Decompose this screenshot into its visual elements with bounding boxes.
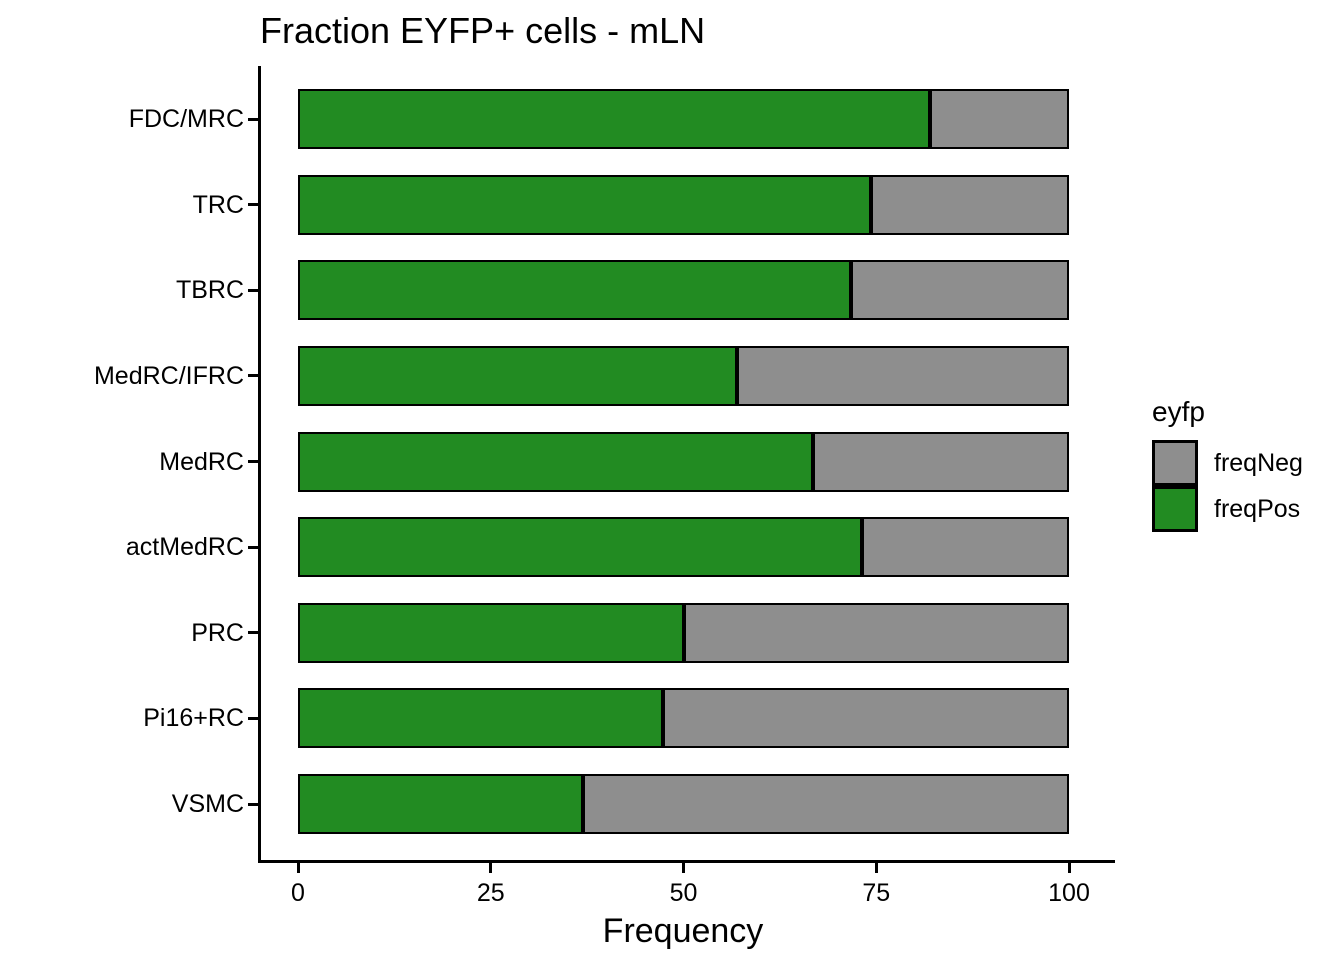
legend-label-freqPos: freqPos [1214, 494, 1301, 523]
y-axis-line [258, 66, 261, 863]
bar-segment-freqPos [298, 431, 814, 492]
bar-segment-freqPos [298, 345, 738, 406]
legend-label-freqNeg: freqNeg [1214, 448, 1303, 477]
bar-segment-freqPos [298, 602, 684, 663]
x-axis-title: Frequency [602, 912, 764, 950]
bar-segment-freqPos [298, 688, 663, 749]
bar-segment-freqPos [298, 517, 863, 578]
y-axis-tick [248, 802, 258, 806]
legend-title: eyfp [1152, 396, 1205, 427]
bar-segment-freqNeg [583, 774, 1069, 834]
y-axis-tick [248, 117, 258, 121]
bar-segment-freqPos [298, 89, 931, 149]
bar-segment-freqNeg [930, 89, 1069, 149]
x-axis-tick [874, 863, 878, 873]
bar-segment-freqPos [298, 260, 851, 321]
legend: eyfp freqNeg freqPos [1152, 396, 1303, 532]
legend-swatch-freqPos [1152, 486, 1198, 532]
y-axis-tick-label: TBRC [175, 276, 244, 305]
bar-segment-freqNeg [662, 688, 1069, 749]
x-axis-tick-label: 100 [1048, 879, 1090, 907]
bar-segment-freqPos [298, 174, 871, 235]
y-axis-tick [248, 716, 258, 720]
y-axis-tick [248, 631, 258, 635]
y-axis-tick [248, 545, 258, 549]
legend-swatch-freqNeg [1152, 440, 1198, 486]
x-axis-tick [682, 863, 685, 873]
y-axis-tick-label: FDC/MRC [128, 105, 244, 133]
bar-segment-freqNeg [862, 517, 1069, 578]
x-axis-tick-label: 50 [669, 879, 698, 907]
y-axis-tick-label: MedRC/IFRC [93, 361, 244, 390]
y-axis-tick-label: MedRC [159, 447, 244, 476]
x-axis-tick [489, 863, 493, 873]
y-axis-tick-label: PRC [191, 618, 244, 647]
x-axis-tick-label: 25 [476, 879, 505, 907]
chart-title: Fraction EYFP+ cells - mLN [260, 10, 706, 51]
y-axis-tick [248, 288, 258, 292]
y-axis-tick-label: Pi16+RC [143, 704, 244, 733]
bar-segment-freqNeg [683, 602, 1069, 663]
x-axis-tick [296, 863, 300, 873]
bar-segment-freqPos [298, 774, 584, 834]
x-axis-tick-label: 0 [291, 879, 305, 907]
bar-segment-freqNeg [850, 260, 1069, 321]
legend-item-freqNeg: freqNeg [1152, 440, 1303, 486]
bar-segment-freqNeg [870, 174, 1069, 235]
x-axis-tick-label: 75 [862, 879, 891, 907]
x-axis-line [258, 860, 1115, 863]
bar-segment-freqNeg [737, 345, 1069, 406]
y-axis-tick-label: VSMC [171, 790, 244, 818]
y-axis-tick-label: TRC [192, 190, 244, 219]
y-axis-tick [248, 203, 258, 207]
y-axis-tick [248, 460, 258, 463]
legend-item-freqPos: freqPos [1152, 486, 1303, 532]
bar-segment-freqNeg [813, 431, 1069, 492]
y-axis-tick-label: actMedRC [125, 533, 244, 562]
x-axis-tick [1067, 863, 1071, 873]
y-axis-tick [248, 374, 258, 378]
